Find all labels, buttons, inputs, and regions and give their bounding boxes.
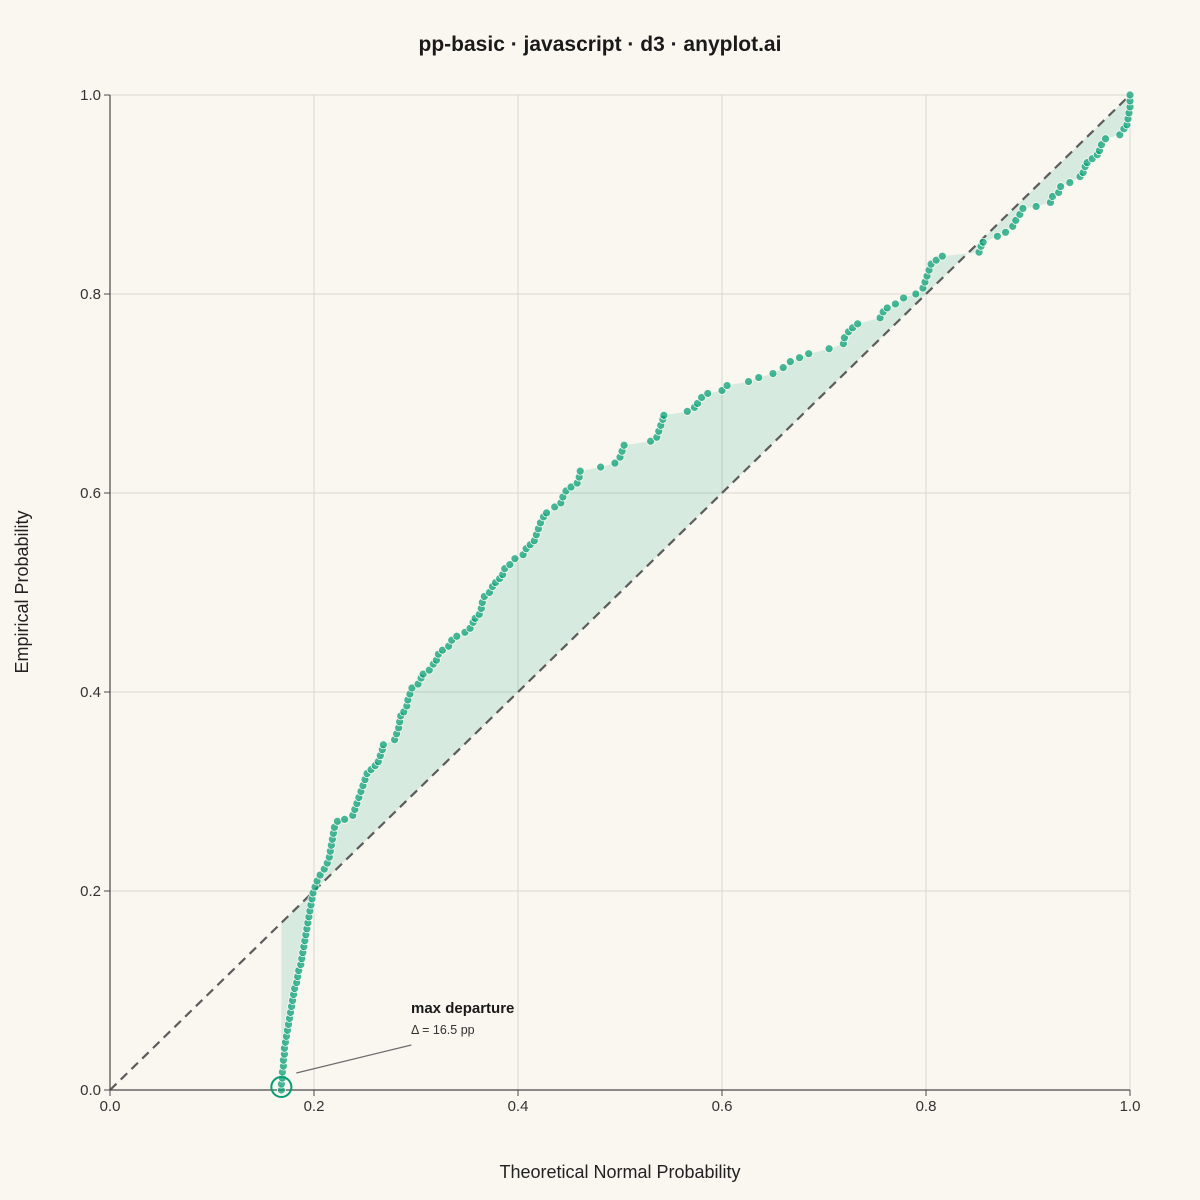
data-point <box>333 816 342 826</box>
data-point <box>646 436 655 446</box>
reference-line <box>109 94 1131 1091</box>
data-point <box>899 293 908 303</box>
data-point <box>978 237 988 247</box>
max-departure-marker <box>270 1076 293 1098</box>
data-point <box>438 645 447 655</box>
data-point <box>768 369 778 379</box>
data-point <box>510 554 520 564</box>
data-points <box>276 90 1135 1095</box>
data-point <box>1056 182 1066 191</box>
y-tick-label: 0.2 <box>80 883 101 900</box>
departure-area <box>281 95 1130 1090</box>
data-point <box>575 466 585 476</box>
x-tick-label: 0.6 <box>712 1098 733 1115</box>
data-point <box>1031 202 1041 211</box>
reference-line-layer <box>109 94 1131 1091</box>
annotation-value: Δ = 16.5 pp <box>411 1023 475 1037</box>
data-point <box>778 363 788 373</box>
data-point <box>566 482 576 492</box>
data-point <box>785 357 795 367</box>
x-tick-label: 0.4 <box>508 1098 529 1115</box>
data-point <box>682 407 692 416</box>
departure-area-layer <box>281 95 1130 1090</box>
annotation-leader-line <box>296 1044 412 1074</box>
data-point <box>693 399 702 408</box>
data-point <box>891 299 900 309</box>
data-point <box>505 560 515 570</box>
y-tick-label: 0.8 <box>80 286 101 303</box>
data-point <box>1125 90 1135 100</box>
x-tick-label: 1.0 <box>1120 1098 1141 1115</box>
x-axis-label: Theoretical Normal Probability <box>499 1162 740 1182</box>
y-tick-label: 0.0 <box>80 1082 101 1099</box>
x-tick-label: 0.2 <box>304 1098 325 1115</box>
data-point <box>882 303 892 313</box>
data-point <box>407 683 417 693</box>
y-axis-label: Empirical Probability <box>12 510 32 673</box>
data-point <box>744 377 753 386</box>
grid <box>110 94 1131 1090</box>
data-point <box>452 631 462 641</box>
data-point <box>703 389 713 398</box>
data-point <box>804 349 814 359</box>
data-point <box>1065 178 1075 187</box>
data-point <box>937 251 947 261</box>
data-point <box>1001 227 1010 237</box>
data-point <box>754 373 764 382</box>
data-point <box>1048 192 1057 201</box>
data-point <box>550 502 560 512</box>
data-point <box>424 665 434 675</box>
data-point <box>1101 134 1110 144</box>
data-point <box>795 353 804 363</box>
data-point <box>1011 215 1021 225</box>
annotation-layer: max departure Δ = 16.5 pp <box>270 1000 514 1098</box>
data-point <box>697 393 706 402</box>
data-point <box>596 462 606 472</box>
data-point <box>315 870 325 880</box>
data-point <box>1097 140 1106 150</box>
data-point <box>824 344 834 354</box>
data-point <box>993 231 1002 241</box>
data-point <box>853 319 863 329</box>
data-point <box>610 458 620 468</box>
data-point <box>418 669 428 679</box>
x-tick-label: 0.8 <box>916 1098 937 1115</box>
annotation-title: max departure <box>411 1000 514 1017</box>
data-point <box>1115 130 1125 140</box>
data-point <box>542 508 551 518</box>
data-point <box>931 255 941 265</box>
x-tick-label: 0.0 <box>100 1098 121 1115</box>
data-point <box>1018 204 1028 213</box>
data-point <box>659 410 669 420</box>
data-point <box>378 740 388 750</box>
axes: 0.00.0 0.2 0.2 0.4 0.4 0.6 0.6 0.8 0.8 1.0 1.0 <box>80 87 1140 1115</box>
data-point <box>619 440 629 450</box>
data-point <box>340 814 350 824</box>
data-point <box>911 289 921 299</box>
y-tick-label: 0.6 <box>80 485 101 502</box>
y-tick-label: 0.4 <box>80 684 101 701</box>
y-tick-label: 1.0 <box>80 87 101 104</box>
chart-title: pp-basic · javascript · d3 · anyplot.ai <box>419 33 782 56</box>
data-point <box>840 333 849 343</box>
data-point <box>722 381 732 390</box>
